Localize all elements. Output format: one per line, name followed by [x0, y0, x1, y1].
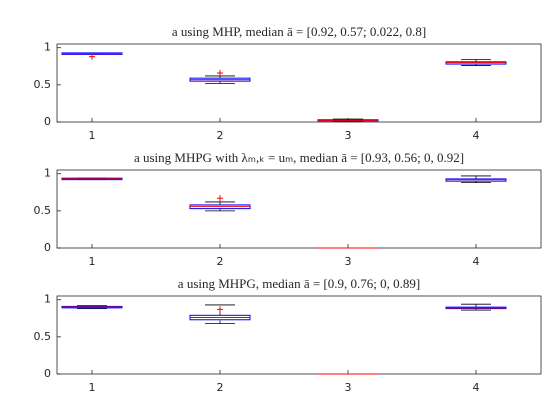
x-tick-label: 3 [345, 129, 352, 142]
x-tick-label: 1 [89, 129, 96, 142]
subplot-title: a using MHP, median ā = [0.92, 0.57; 0.0… [172, 24, 426, 39]
y-tick-label: 0 [44, 367, 51, 380]
plot-area [56, 169, 542, 249]
x-tick-label: 4 [473, 381, 480, 394]
y-tick-label: 0 [44, 115, 51, 128]
subplot-title: a using MHPG, median ā = [0.9, 0.76; 0, … [178, 276, 420, 291]
outlier [217, 69, 223, 76]
outlier [217, 195, 223, 202]
y-tick-label: 1 [44, 41, 51, 54]
y-tick-label: 0.5 [34, 204, 52, 217]
x-tick-label: 1 [89, 255, 96, 268]
subplot-title: a using MHPG with λₘ,ₖ = uₘ, median ā = … [134, 150, 464, 165]
y-tick-label: 1 [44, 167, 51, 180]
x-tick-label: 3 [345, 381, 352, 394]
x-tick-label: 2 [217, 129, 224, 142]
y-tick-label: 0.5 [34, 78, 52, 91]
x-tick-label: 4 [473, 129, 480, 142]
x-tick-label: 2 [217, 255, 224, 268]
x-tick-label: 4 [473, 255, 480, 268]
x-tick-label: 2 [217, 381, 224, 394]
outlier [217, 306, 223, 313]
x-tick-label: 3 [345, 255, 352, 268]
outlier [89, 53, 95, 60]
y-tick-label: 1 [44, 293, 51, 306]
y-tick-label: 0.5 [34, 330, 52, 343]
y-tick-label: 0 [44, 241, 51, 254]
plot-area [56, 43, 542, 123]
x-tick-label: 1 [89, 381, 96, 394]
